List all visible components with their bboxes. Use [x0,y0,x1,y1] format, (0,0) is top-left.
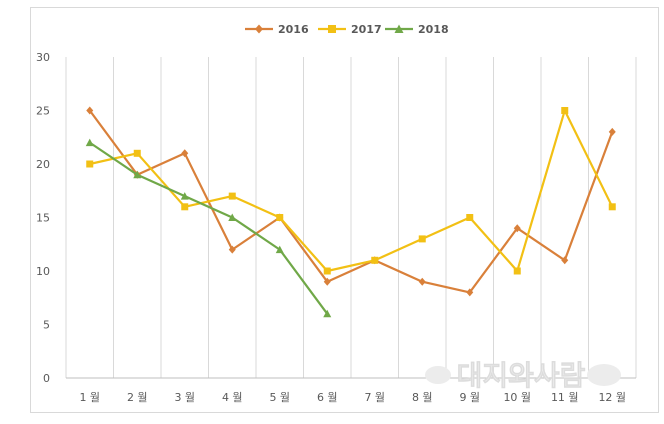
series-line-2017 [89,109,614,273]
legend-label: 2018 [418,23,449,36]
data-point-triangle [85,138,94,147]
series-line-2018 [89,141,329,315]
data-point-square [328,25,336,33]
data-point-diamond [561,256,569,265]
data-point-diamond [608,127,616,136]
y-tick-label: 0 [43,372,50,385]
data-point-diamond [228,245,236,254]
legend-item-2018[interactable]: 2018 [385,23,449,36]
y-tick-label: 15 [36,212,50,225]
x-tick-label: 9 월 [459,391,480,404]
data-point-square [371,256,379,264]
axes: 0 5 10 15 20 25 30 1 월 2 월 3 월 4 월 5 월 6 월 7 월 8 월 9 월 1… [36,51,636,404]
data-point-square [561,107,569,114]
y-tick-label: 5 [43,319,50,332]
legend-label: 2017 [351,23,382,36]
data-point-diamond [466,288,474,297]
chart-border [30,7,659,413]
x-tick-label: 11 월 [551,391,579,404]
series-lines [85,106,616,318]
data-point-square [513,267,521,275]
data-point-square [86,160,94,168]
series-line-2016 [88,109,614,294]
data-point-diamond [323,277,331,286]
x-tick-label: 8 월 [412,391,433,404]
data-point-diamond [181,149,189,158]
series-2017 [86,107,616,275]
y-tick-label: 20 [36,158,50,171]
y-tick-label: 30 [36,51,50,64]
data-point-triangle [228,213,237,221]
x-tick-label: 4 월 [222,391,243,404]
x-tick-label: 2 월 [127,391,148,404]
watermark-text: 대지와사람 [457,359,586,392]
data-point-square [608,203,616,211]
legend-item-2017[interactable]: 2017 [318,23,382,36]
series-2018 [85,138,332,318]
data-point-square [323,267,331,275]
data-point-square [276,214,284,221]
data-point-diamond [418,277,426,286]
y-tick-label: 25 [36,105,50,118]
y-tick-label: 10 [36,265,50,278]
x-tick-label: 12 월 [598,391,626,404]
gridlines [65,57,637,378]
data-point-square [418,235,426,243]
data-point-triangle [323,309,332,318]
data-point-square [466,214,474,221]
legend[interactable]: 2016 2017 2018 [245,23,449,36]
legend-item-2016[interactable]: 2016 [245,23,309,36]
x-tick-label: 3 월 [174,391,195,404]
x-tick-label: 5 월 [269,391,290,404]
data-point-triangle [133,170,142,179]
data-point-triangle [275,245,284,254]
legend-label: 2016 [278,23,309,36]
data-point-triangle [394,24,404,33]
x-tick-label: 1 월 [79,391,100,404]
x-tick-label: 6 월 [317,391,338,404]
data-point-square [133,149,141,157]
data-point-square [181,203,189,211]
data-point-diamond [513,224,521,233]
x-tick-label: 10 월 [503,391,531,404]
x-tick-label: 7 월 [364,391,385,404]
data-point-diamond [255,24,263,34]
data-point-square [228,192,236,200]
data-point-diamond [86,106,94,115]
watermark-logo: 대지와사람 [425,359,621,392]
data-point-triangle [180,192,189,200]
